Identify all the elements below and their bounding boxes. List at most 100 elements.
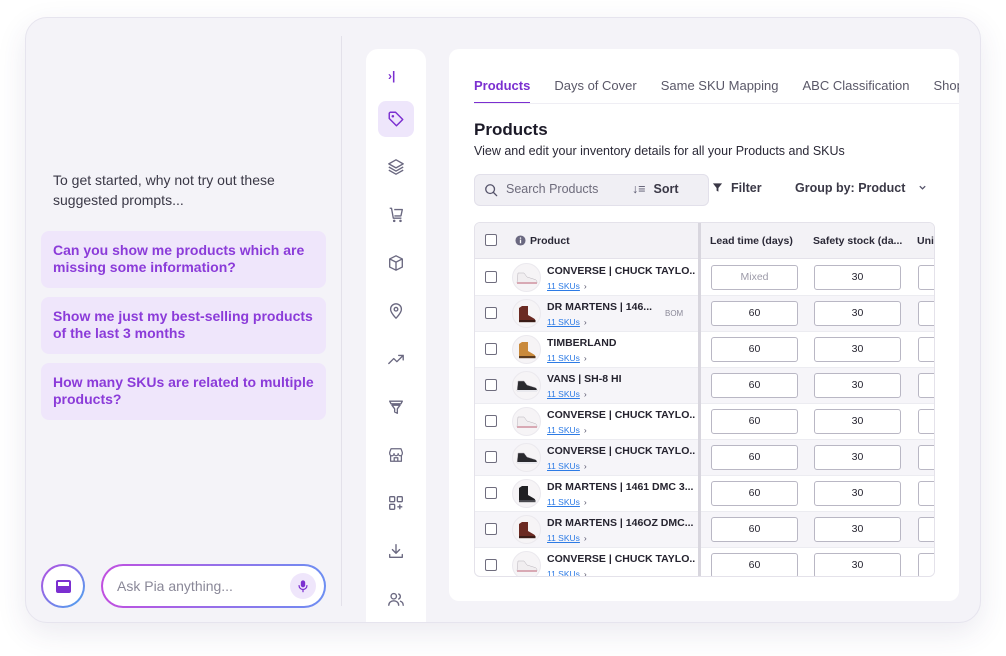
funnel-icon[interactable] (378, 389, 414, 425)
tab-abc-classification[interactable]: ABC Classification (802, 78, 910, 93)
panel-toggle-button[interactable] (41, 564, 85, 608)
lead-time-field[interactable]: 60 (711, 373, 798, 398)
skus-count: 11 SKUs (547, 281, 580, 291)
safety-stock-field[interactable]: 30 (814, 373, 901, 398)
safety-stock-field[interactable]: 30 (814, 409, 901, 434)
safety-stock-field[interactable]: 30 (814, 445, 901, 470)
table-row[interactable]: CONVERSE | CHUCK TAYLO... 11 SKUs › 60 30 (475, 404, 934, 440)
sort-label: Sort (653, 182, 679, 196)
skus-link[interactable]: 11 SKUs › (547, 317, 587, 327)
unit-field[interactable] (918, 373, 934, 398)
search-input[interactable] (506, 182, 621, 196)
table-row[interactable]: VANS | SH-8 HI 11 SKUs › 60 30 (475, 368, 934, 404)
skus-link[interactable]: 11 SKUs › (547, 389, 587, 399)
unit-field[interactable] (918, 553, 934, 576)
unit-field[interactable] (918, 301, 934, 326)
sort-button[interactable]: ↓≡ Sort (632, 182, 679, 196)
safety-stock-field[interactable]: 30 (814, 481, 901, 506)
lead-time-field[interactable]: 60 (711, 481, 798, 506)
trending-up-icon[interactable] (378, 341, 414, 377)
skus-link[interactable]: 11 SKUs › (547, 569, 587, 576)
store-icon[interactable] (378, 437, 414, 473)
row-checkbox[interactable] (485, 559, 497, 571)
row-checkbox[interactable] (485, 343, 497, 355)
safety-stock-field[interactable]: 30 (814, 517, 901, 542)
filter-icon (712, 183, 723, 192)
table-row[interactable]: CONVERSE | CHUCK TAYLO... 11 SKUs › 60 30 (475, 440, 934, 476)
unit-field[interactable] (918, 445, 934, 470)
layers-icon[interactable] (378, 149, 414, 185)
product-name: CONVERSE | CHUCK TAYLO... (547, 409, 695, 421)
unit-field[interactable] (918, 481, 934, 506)
column-header-safety-stock[interactable]: Safety stock (da... (813, 235, 903, 247)
unit-field[interactable] (918, 409, 934, 434)
tag-icon[interactable] (378, 101, 414, 137)
collapse-rail-icon[interactable]: ›| (388, 69, 396, 83)
row-checkbox[interactable] (485, 271, 497, 283)
tab-days-of-cover[interactable]: Days of Cover (554, 78, 637, 93)
grid-plus-icon[interactable] (378, 485, 414, 521)
chevron-right-icon: › (583, 389, 587, 399)
tab-products[interactable]: Products (474, 49, 531, 103)
lead-time-field[interactable]: 60 (711, 301, 798, 326)
table-row[interactable]: CONVERSE | CHUCK TAYLO... 11 SKUs › 60 30 (475, 548, 934, 576)
suggested-prompt[interactable]: Show me just my best-selling products of… (41, 297, 326, 354)
search-icon (485, 184, 498, 197)
skus-link[interactable]: 11 SKUs › (547, 461, 587, 471)
table-row[interactable]: DR MARTENS | 146OZ DMC... 11 SKUs › 60 30 (475, 512, 934, 548)
lead-time-field[interactable]: 60 (711, 445, 798, 470)
column-header-lead-time[interactable]: Lead time (days) (710, 235, 793, 247)
skus-link[interactable]: 11 SKUs › (547, 533, 587, 543)
product-name: DR MARTENS | 1461 DMC 3... (547, 481, 694, 493)
location-pin-icon[interactable] (378, 293, 414, 329)
suggested-prompt[interactable]: How many SKUs are related to multiple pr… (41, 363, 326, 420)
row-checkbox[interactable] (485, 307, 497, 319)
skus-link[interactable]: 11 SKUs › (547, 497, 587, 507)
suggested-prompt[interactable]: Can you show me products which are missi… (41, 231, 326, 288)
frozen-column-divider (698, 223, 701, 576)
skus-link[interactable]: 11 SKUs › (547, 425, 587, 435)
box-icon[interactable] (378, 245, 414, 281)
safety-stock-field[interactable]: 30 (814, 553, 901, 576)
row-checkbox[interactable] (485, 523, 497, 535)
table-row[interactable]: TIMBERLAND 11 SKUs › 60 30 (475, 332, 934, 368)
safety-stock-field[interactable]: 30 (814, 265, 901, 290)
filter-button[interactable]: Filter (712, 181, 762, 195)
chevron-right-icon: › (583, 533, 587, 543)
app-window: To get started, why not try out these su… (25, 17, 981, 623)
chevron-right-icon: › (583, 281, 587, 291)
bom-badge: BOM (665, 309, 684, 318)
row-checkbox[interactable] (485, 415, 497, 427)
skus-count: 11 SKUs (547, 389, 580, 399)
table-row[interactable]: DR MARTENS | 1461 DMC 3... 11 SKUs › 60 3… (475, 476, 934, 512)
row-checkbox[interactable] (485, 451, 497, 463)
lead-time-field[interactable]: Mixed (711, 265, 798, 290)
products-table: Product Lead time (days) Safety stock (d… (474, 222, 935, 577)
row-checkbox[interactable] (485, 379, 497, 391)
table-row[interactable]: CONVERSE | CHUCK TAYLO... 11 SKUs › Mixed… (475, 260, 934, 296)
row-checkbox[interactable] (485, 487, 497, 499)
skus-link[interactable]: 11 SKUs › (547, 353, 587, 363)
skus-link[interactable]: 11 SKUs › (547, 281, 587, 291)
lead-time-field[interactable]: 60 (711, 337, 798, 362)
tab-shopify[interactable]: Shopify (933, 78, 959, 93)
column-header-product[interactable]: Product (530, 235, 570, 247)
group-by-dropdown[interactable]: Group by: Product (795, 181, 927, 195)
unit-field[interactable] (918, 337, 934, 362)
cart-icon[interactable] (378, 197, 414, 233)
column-header-unit[interactable]: Uni (917, 235, 934, 247)
unit-field[interactable] (918, 265, 934, 290)
users-icon[interactable] (378, 581, 414, 617)
lead-time-field[interactable]: 60 (711, 517, 798, 542)
table-row[interactable]: DR MARTENS | 146... 11 SKUs › BOM 60 30 (475, 296, 934, 332)
lead-time-field[interactable]: 60 (711, 409, 798, 434)
microphone-icon[interactable] (290, 573, 316, 599)
select-all-checkbox[interactable] (485, 234, 497, 246)
lead-time-field[interactable]: 60 (711, 553, 798, 576)
safety-stock-field[interactable]: 30 (814, 337, 901, 362)
ask-input[interactable] (117, 578, 277, 594)
unit-field[interactable] (918, 517, 934, 542)
download-icon[interactable] (378, 533, 414, 569)
safety-stock-field[interactable]: 30 (814, 301, 901, 326)
tab-same-sku-mapping[interactable]: Same SKU Mapping (660, 78, 779, 93)
